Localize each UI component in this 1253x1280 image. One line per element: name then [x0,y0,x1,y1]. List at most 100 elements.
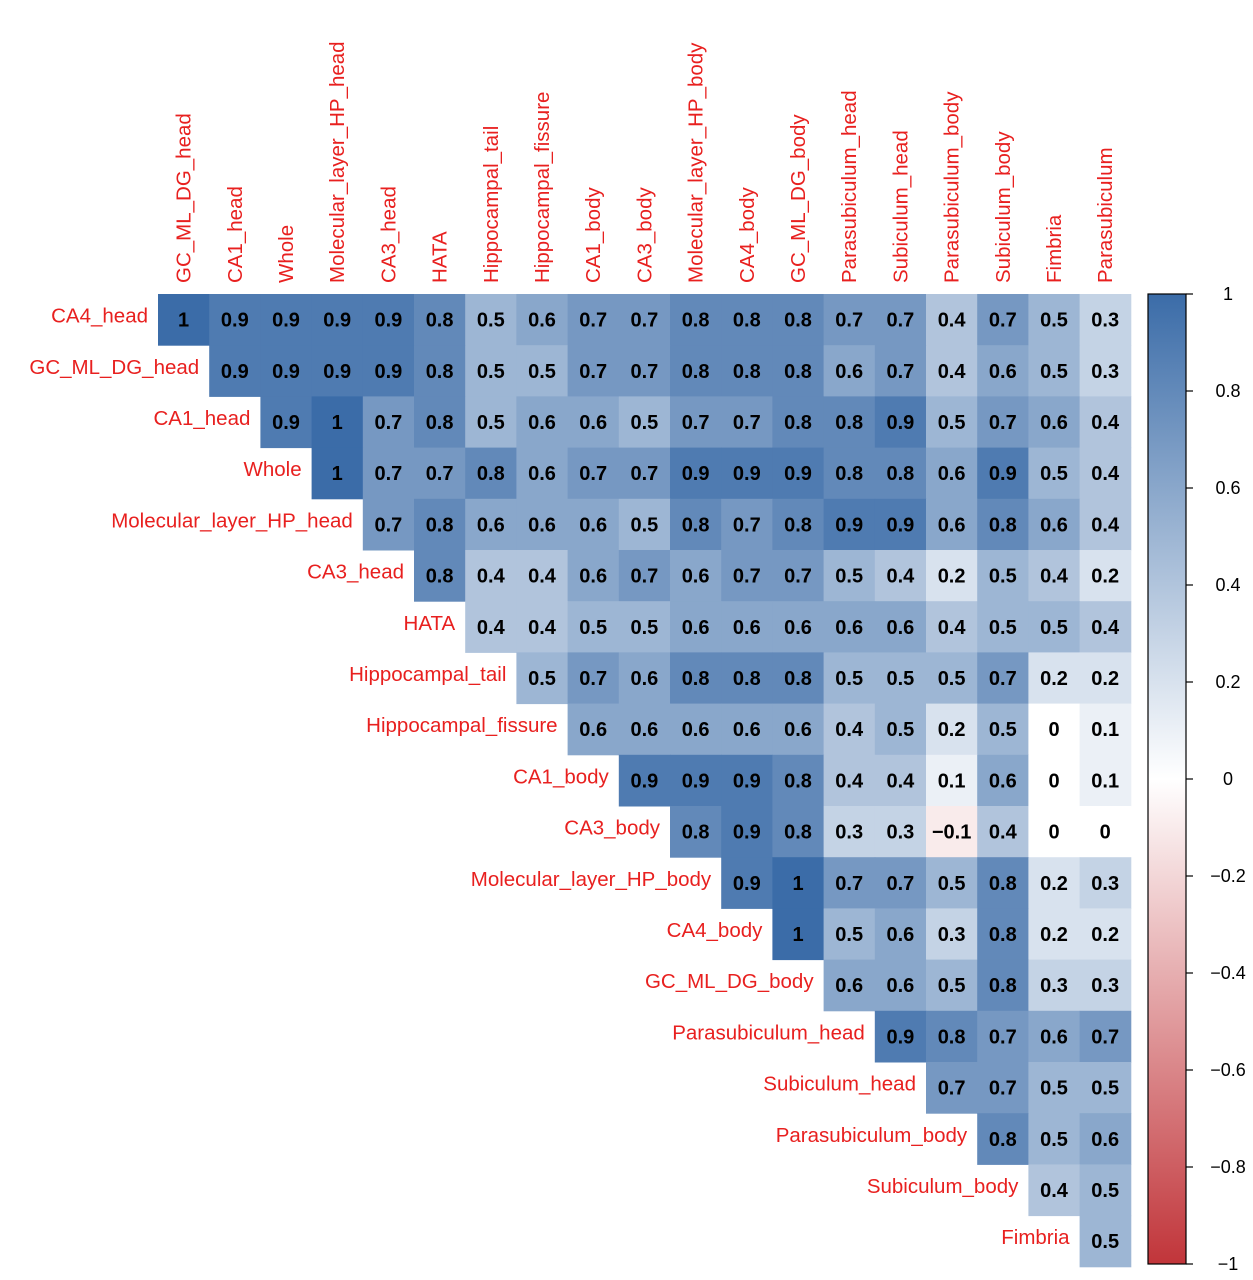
cell-value-label: 0.8 [989,975,1017,997]
heatmap-cell [977,294,1029,346]
cell-value-label: 0.4 [886,770,915,792]
cell-value-label: 0.8 [682,514,710,536]
heatmap-cell [874,396,927,449]
cell-value-label: 0.6 [1040,1026,1068,1048]
row-label: Molecular_layer_HP_head [111,509,353,532]
heatmap-cell [926,857,978,909]
heatmap-cell [823,908,876,961]
row-label: Fimbria [1001,1226,1070,1249]
heatmap-cell [874,498,927,551]
cell-value-label: 0.8 [835,463,863,485]
heatmap-cell [465,601,517,653]
heatmap-cell [465,447,517,500]
heatmap-cell [567,601,620,653]
cell-value-label: 0.5 [989,566,1017,588]
cell-value-label: 0.7 [989,310,1017,332]
colorbar-tick-label: −0.4 [1210,963,1246,983]
heatmap-cell [516,294,569,346]
cell-value-label: 0.6 [682,617,710,639]
heatmap-cell [1028,447,1081,500]
cell-value-label: 0.9 [682,463,710,485]
heatmap-cell [414,447,466,500]
cell-value-label: 0.4 [1091,617,1120,639]
cell-value-label: 0.6 [579,514,607,536]
column-label: Fimbria [1043,214,1066,283]
heatmap-cell [926,396,978,449]
cell-value-label: 0.4 [938,361,967,383]
heatmap-cell [721,754,773,807]
row-label: CA4_body [667,919,763,942]
heatmap-cell [414,550,466,602]
row-label: Hippocampal_tail [349,663,506,686]
heatmap-cell [670,447,722,500]
heatmap-cell [1079,857,1132,909]
cell-value-label: 0 [1048,822,1059,844]
cell-value-label: 0.5 [579,617,607,639]
cell-value-label: 0.6 [477,514,505,536]
colorbar-tick-label: 0.2 [1215,672,1240,692]
cell-value-label: 0.4 [886,566,915,588]
heatmap-cell [1028,1010,1081,1063]
cell-value-label: 0.8 [426,361,454,383]
cell-value-label: 0.4 [1091,514,1120,536]
heatmap-cell [823,550,876,602]
heatmap-cell [926,754,978,807]
cell-value-label: 0.5 [938,975,966,997]
heatmap-cell [977,652,1029,705]
heatmap-cell [1079,1215,1132,1268]
cell-value-label: 0.4 [938,310,967,332]
cell-value-label: 0.7 [630,310,658,332]
heatmap-cell [618,703,671,756]
heatmap-cell [1079,1062,1132,1114]
heatmap-cell [1079,908,1132,961]
cell-value-label: 0.5 [938,873,966,895]
cell-value-label: 0.8 [426,310,454,332]
column-label: Molecular_layer_HP_body [685,42,708,283]
heatmap-cell [772,857,825,909]
cell-value-label: 0.9 [374,361,402,383]
cell-value-label: 0.7 [1091,1026,1119,1048]
heatmap-cell [823,703,876,756]
cell-value-label: 0.3 [1040,975,1068,997]
heatmap-cell [311,447,364,500]
heatmap-cell [670,754,722,807]
cell-value-label: 0.4 [477,617,506,639]
heatmap-cell [977,754,1029,807]
cell-value-label: 0.8 [784,514,812,536]
heatmap-cell [1028,345,1081,397]
cell-value-label: 0.5 [1091,1231,1119,1253]
heatmap-cell [618,498,671,551]
cell-value-label: 0.5 [938,412,966,434]
cell-value-label: 0.8 [784,310,812,332]
cell-value-label: 0.8 [784,361,812,383]
cell-value-label: 0.6 [886,924,914,946]
cell-value-label: 1 [792,924,803,946]
cell-value-label: 0.6 [528,310,556,332]
cell-value-label: 0.6 [1040,514,1068,536]
cell-value-label: 0.6 [579,566,607,588]
row-label: CA1_body [513,765,609,788]
heatmap-cell [414,345,466,397]
cell-value-label: 0.8 [426,412,454,434]
heatmap-cell [721,703,773,756]
row-label: Molecular_layer_HP_body [471,868,712,891]
heatmap-cell [1028,1062,1081,1114]
cell-value-label: 0.5 [1040,1078,1068,1100]
heatmap-cell [362,396,415,449]
heatmap-cell [977,806,1029,858]
cell-value-label: 0.5 [630,514,658,536]
cell-value-label: 0.5 [528,361,556,383]
heatmap-cell [1079,550,1132,602]
row-label: Whole [243,458,301,481]
cell-value-label: 0.7 [989,412,1017,434]
heatmap-cell [823,447,876,500]
cell-value-label: 0.5 [835,668,863,690]
colorbar-tick-label: −0.6 [1210,1060,1246,1080]
heatmap-cell [874,806,927,858]
heatmap-cell [311,345,364,397]
cell-value-label: 0.9 [272,361,300,383]
heatmap-cell [926,1010,978,1063]
cell-value-label: 0.9 [323,361,351,383]
cell-value-label: 0.5 [1040,1129,1068,1151]
